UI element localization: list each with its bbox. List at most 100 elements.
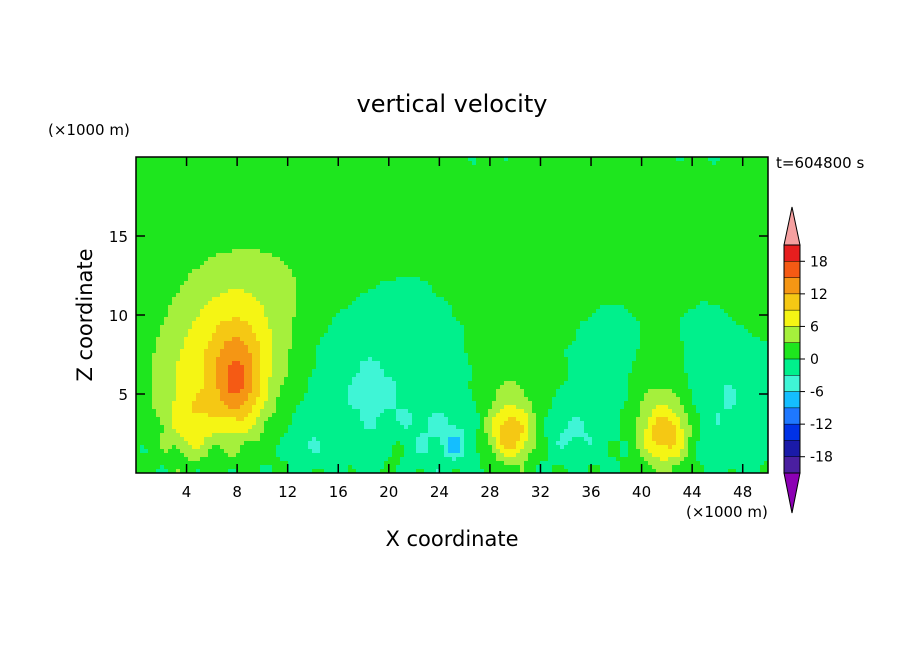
heat-cell [700, 181, 705, 186]
heat-cell [732, 253, 737, 258]
heat-cell [320, 281, 325, 286]
heat-cell [544, 201, 549, 206]
heat-cell [652, 217, 657, 222]
heat-cell [240, 169, 245, 174]
heat-cell [384, 273, 389, 278]
heat-cell [456, 161, 461, 166]
heat-cell [380, 257, 385, 262]
heat-cell [664, 213, 669, 218]
heat-cell [140, 261, 145, 266]
heat-cell [448, 169, 453, 174]
heat-cell [152, 257, 157, 262]
heat-cell [532, 249, 537, 254]
heat-cell [432, 201, 437, 206]
heat-cell [480, 269, 485, 274]
heat-cell [220, 209, 225, 214]
heat-cell [324, 165, 329, 170]
heat-cell [272, 165, 277, 170]
heat-cell [188, 193, 193, 198]
heat-cell [180, 229, 185, 234]
heat-cell [640, 197, 645, 202]
heat-cell [172, 269, 177, 274]
heat-cell [496, 185, 501, 190]
heat-cell [668, 269, 673, 274]
heat-cell [724, 157, 729, 162]
heat-cell [572, 277, 577, 282]
heat-cell [688, 177, 693, 182]
heat-cell [376, 177, 381, 182]
heat-cell [580, 245, 585, 250]
heat-cell [636, 193, 641, 198]
heat-cell [460, 257, 465, 262]
heat-cell [368, 229, 373, 234]
heat-cell [384, 177, 389, 182]
heat-cell [164, 221, 169, 226]
heat-cell [500, 229, 505, 234]
heat-cell [744, 165, 749, 170]
heat-cell [348, 161, 353, 166]
heat-cell [544, 165, 549, 170]
heat-cell [516, 169, 521, 174]
heat-cell [616, 189, 621, 194]
heat-cell [280, 281, 285, 286]
heat-cell [192, 221, 197, 226]
heat-cell [556, 193, 561, 198]
heat-cell [412, 277, 417, 282]
heat-cell [532, 209, 537, 214]
heat-cell [728, 245, 733, 250]
heat-cell [224, 185, 229, 190]
heat-cell [556, 253, 561, 258]
heat-cell [592, 205, 597, 210]
heat-cell [256, 197, 261, 202]
heat-cell [396, 217, 401, 222]
heat-cell [488, 281, 493, 286]
heat-cell [212, 217, 217, 222]
heat-cell [456, 173, 461, 178]
heat-cell [212, 189, 217, 194]
heat-cell [676, 233, 681, 238]
heat-cell [192, 161, 197, 166]
heat-cell [188, 189, 193, 194]
heat-cell [184, 225, 189, 230]
heat-cell [296, 241, 301, 246]
heat-cell [400, 257, 405, 262]
heat-cell [516, 245, 521, 250]
heat-cell [308, 157, 313, 162]
heat-cell [144, 177, 149, 182]
heat-cell [220, 185, 225, 190]
heat-cell [616, 221, 621, 226]
heat-cell [736, 173, 741, 178]
heat-cell [408, 253, 413, 258]
heat-cell [680, 209, 685, 214]
heat-cell [312, 221, 317, 226]
heat-cell [672, 209, 677, 214]
heat-cell [404, 205, 409, 210]
heat-cell [748, 161, 753, 166]
heat-cell [652, 249, 657, 254]
heat-cell [336, 245, 341, 250]
heat-cell [248, 257, 253, 262]
heat-cell [156, 185, 161, 190]
heat-cell [400, 277, 405, 282]
heat-cell [500, 157, 505, 162]
heat-cell [684, 269, 689, 274]
heat-cell [540, 249, 545, 254]
heat-cell [316, 213, 321, 218]
heat-cell [716, 169, 721, 174]
heat-cell [352, 225, 357, 230]
heat-cell [408, 197, 413, 202]
heat-cell [416, 273, 421, 278]
heat-cell [628, 181, 633, 186]
heat-cell [644, 237, 649, 242]
heat-cell [160, 165, 165, 170]
heat-cell [648, 193, 653, 198]
heat-cell [268, 229, 273, 234]
heat-cell [264, 209, 269, 214]
heat-cell [384, 221, 389, 226]
heat-cell [228, 185, 233, 190]
heat-cell [672, 269, 677, 274]
heat-cell [532, 197, 537, 202]
heat-cell [448, 217, 453, 222]
heat-cell [512, 217, 517, 222]
heat-cell [148, 269, 153, 274]
